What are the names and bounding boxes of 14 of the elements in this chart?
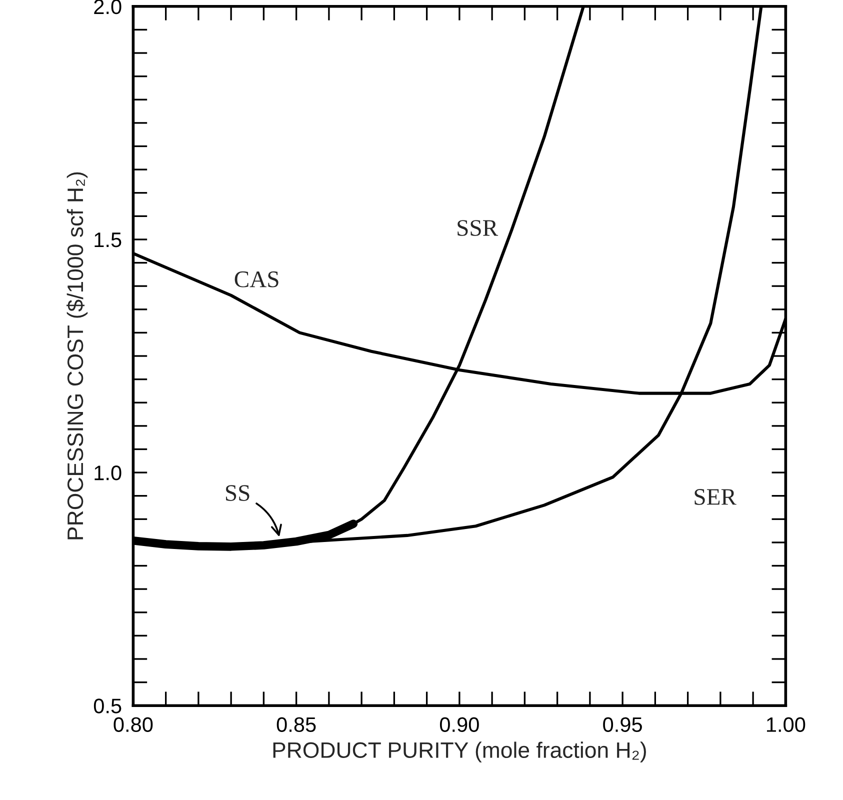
x-tick-label: 0.85 [276, 717, 316, 732]
x-tick-label: 1.00 [766, 717, 806, 732]
x-tick-label: 0.95 [603, 717, 642, 732]
y-axis-title: PROCESSING COST ($/1000 scf H₂) [66, 172, 88, 540]
series-label: SSR [458, 220, 498, 236]
legend-label: SER [694, 489, 736, 505]
x-tick-label: 0.90 [440, 717, 479, 732]
x-axis-title: PRODUCT PURITY (mole fraction H₂) [273, 742, 646, 762]
y-tick-label: 0.5 [94, 698, 122, 714]
y-tick-label: 1.0 [94, 466, 122, 480]
series-label: CAS [234, 271, 278, 288]
x-tick-label: 0.80 [114, 717, 153, 732]
series-label: SS [226, 485, 250, 501]
y-tick-label: 1.5 [94, 232, 122, 248]
